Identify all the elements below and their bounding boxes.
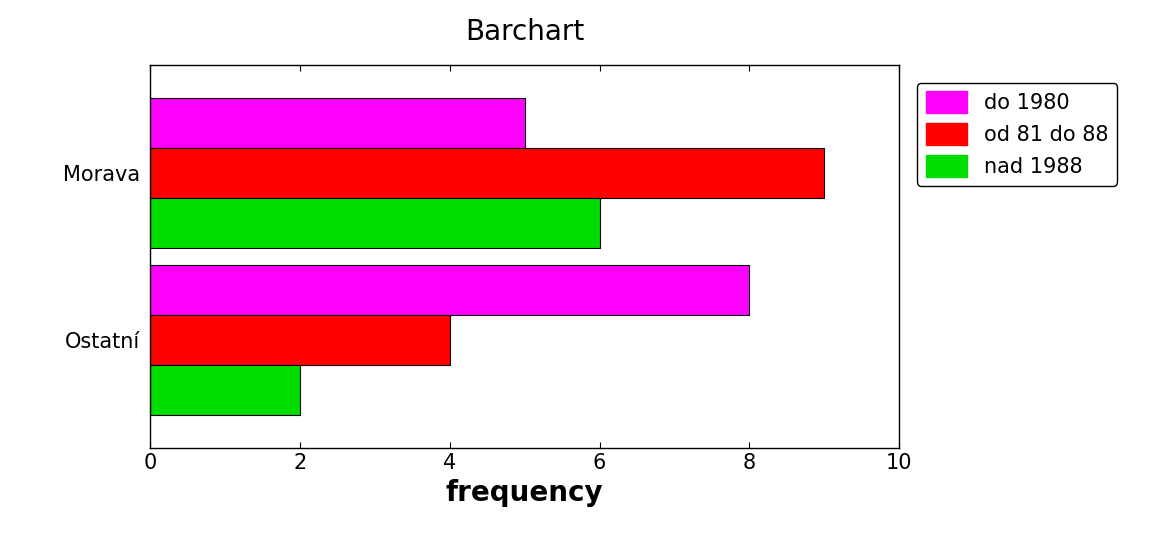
Legend: do 1980, od 81 do 88, nad 1988: do 1980, od 81 do 88, nad 1988 [918, 83, 1117, 186]
Bar [150, 315, 450, 365]
Bar [150, 148, 824, 198]
Bar [150, 265, 749, 315]
X-axis label: frequency: frequency [446, 478, 603, 507]
Bar [150, 365, 300, 415]
Title: Barchart: Barchart [465, 18, 585, 46]
Bar [150, 198, 600, 248]
Bar [150, 98, 525, 148]
